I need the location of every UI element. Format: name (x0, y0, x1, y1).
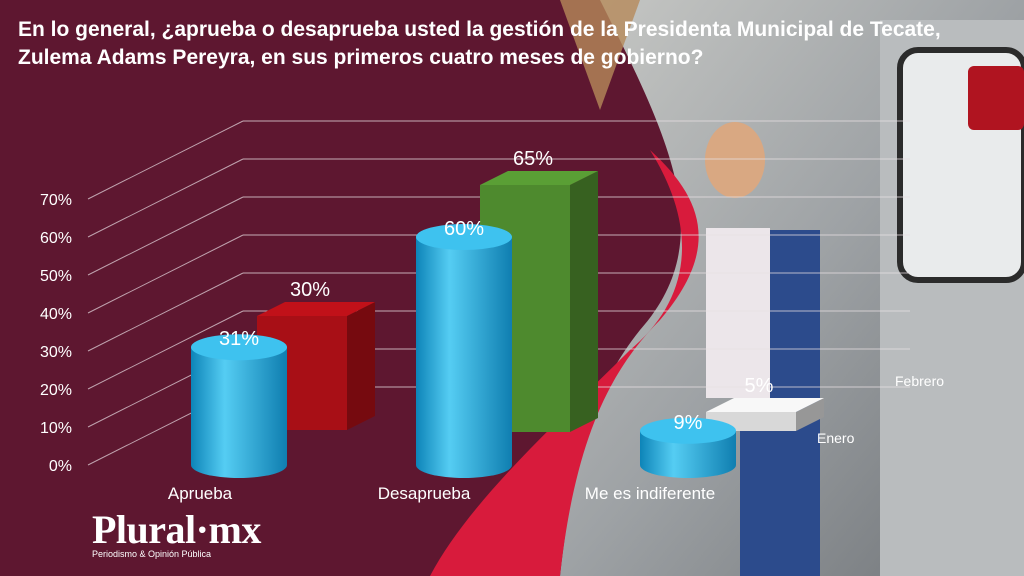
x-category-label: Desaprueba (378, 484, 471, 503)
y-tick-label: 20% (40, 382, 72, 399)
brand-logo: Plural·mx Periodismo & Opinión Pública (92, 507, 261, 560)
bar-febrero-side (796, 398, 824, 431)
data-label-febrero: 30% (290, 279, 330, 301)
bar-febrero-side (347, 302, 375, 430)
x-category-label: Me es indiferente (585, 484, 715, 503)
y-tick-label: 70% (40, 192, 72, 209)
x-category-label: Aprueba (168, 484, 233, 503)
gridline-depth (87, 234, 244, 314)
gridline-depth (87, 158, 244, 238)
person-head (705, 122, 765, 198)
bar-enero-body (416, 237, 512, 478)
y-tick-label: 60% (40, 230, 72, 247)
data-label-febrero: 65% (513, 148, 553, 170)
gridline-depth (87, 196, 244, 276)
y-tick-label: 40% (40, 306, 72, 323)
bars-layer (191, 171, 824, 478)
person-blouse (706, 228, 770, 398)
y-tick-label: 50% (40, 268, 72, 285)
red-band (430, 150, 699, 576)
data-label-enero: 31% (219, 328, 259, 350)
bar-enero-top (640, 417, 736, 444)
y-tick-label: 0% (49, 458, 72, 475)
gridline-depth (87, 120, 244, 200)
bar-enero-body (191, 347, 287, 478)
brand-logo-name: Plural·mx (92, 507, 261, 552)
gridline-depth (87, 272, 244, 352)
data-label-febrero: 5% (745, 375, 774, 397)
labels-layer: 0% 10% 20% 30% 40% 50% 60% 70% 30% 65% 5% 31% 60% 9% A… (40, 148, 944, 503)
bar-enero-body (640, 430, 736, 478)
bar-febrero-top (706, 398, 824, 412)
legend-label-febrero: Febrero (895, 373, 944, 389)
bar-enero-top (416, 224, 512, 250)
legend-label-enero: Enero (817, 430, 855, 446)
chart-title: En lo general, ¿aprueba o desaprueba ust… (18, 18, 941, 69)
data-label-enero: 60% (444, 218, 484, 240)
data-label-enero: 9% (674, 412, 703, 434)
gridline-depth (87, 310, 244, 390)
tan-accent (560, 0, 640, 110)
bar-enero-top (191, 334, 287, 361)
y-tick-label: 30% (40, 344, 72, 361)
bar-febrero-top (257, 302, 375, 316)
truck-light (968, 66, 1024, 130)
bar-febrero-top (480, 171, 598, 185)
bar-febrero-side (570, 171, 598, 432)
brand-logo-tagline: Periodismo & Opinión Pública (92, 549, 212, 559)
y-tick-label: 10% (40, 420, 72, 437)
